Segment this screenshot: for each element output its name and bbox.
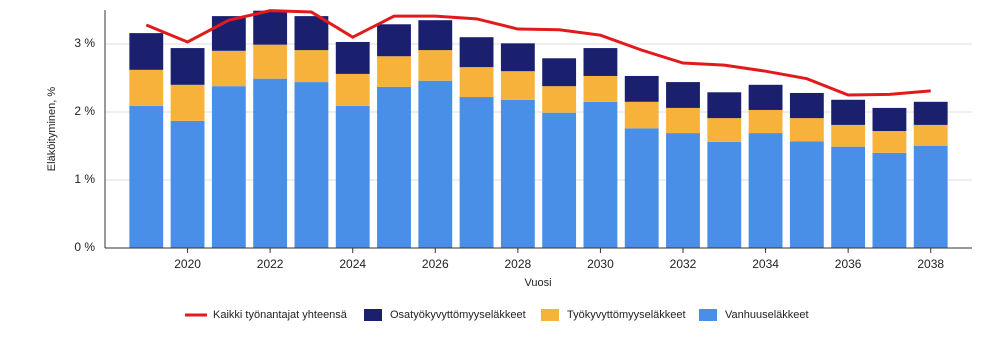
legend-label: Työkyvyttömyyseläkkeet	[567, 309, 686, 321]
bar-segment	[707, 92, 742, 119]
legend-swatch	[541, 309, 559, 321]
bar-segment	[666, 107, 700, 134]
bar-segment	[913, 124, 948, 146]
legend-swatch	[364, 309, 382, 321]
legend-label: Vanhuuseläkkeet	[725, 309, 809, 321]
x-axis-title: Vuosi	[524, 277, 551, 289]
bar-segment	[253, 10, 288, 45]
bar-segment	[583, 48, 618, 76]
x-tick-label: 2032	[670, 257, 697, 271]
bar-segment	[913, 101, 948, 125]
bar-segment	[459, 97, 494, 248]
x-tick-label: 2038	[917, 257, 944, 271]
bar-segment	[831, 124, 866, 147]
line	[145, 9, 931, 97]
bar-segment	[253, 78, 288, 249]
y-tick-label: 1 %	[74, 172, 95, 186]
bar-segment	[129, 69, 164, 106]
bar-segment	[748, 109, 783, 134]
bar-segment	[211, 50, 246, 87]
bar-segment	[707, 141, 742, 248]
bar-segment	[211, 86, 246, 248]
legend-label: Kaikki työnantajat yhteensä	[213, 309, 348, 321]
bar-segment	[377, 86, 411, 248]
bar-segment	[294, 50, 329, 83]
bar-segment	[872, 131, 907, 153]
bar-segment	[170, 48, 205, 85]
bar-segment	[624, 101, 659, 129]
y-tick-label: 3 %	[74, 36, 95, 50]
x-tick-label: 2036	[835, 257, 862, 271]
bar-segment	[500, 99, 535, 248]
bar-segment	[542, 58, 577, 87]
bar-segment	[542, 112, 577, 249]
bar-segment	[294, 16, 329, 51]
bar-segment	[624, 75, 659, 102]
bar-segment	[170, 84, 205, 121]
x-tick-label: 2026	[422, 257, 449, 271]
bar-segment	[624, 128, 659, 248]
bar-segment	[459, 37, 494, 68]
bar-segment	[335, 41, 370, 74]
bar-segment	[170, 120, 205, 248]
legend-swatch	[699, 309, 717, 321]
bar-segment	[211, 16, 246, 51]
bar-segment	[253, 44, 288, 79]
bar-segment	[831, 146, 866, 248]
bar-segment	[335, 105, 370, 248]
bar-segment	[583, 101, 618, 248]
bar-segment	[789, 141, 824, 248]
bar-segment	[789, 118, 824, 142]
bar-segment	[129, 105, 164, 248]
bar-segment	[418, 50, 453, 81]
bar-segment	[748, 133, 783, 248]
bar-segment	[542, 86, 577, 113]
bar-segment	[583, 75, 618, 102]
bar-segment	[377, 56, 411, 87]
y-tick-label: 0 %	[74, 240, 95, 254]
bar-segment	[872, 152, 907, 248]
bar-segment	[459, 67, 494, 98]
bar-segment	[913, 146, 948, 248]
bar-segment	[418, 20, 453, 51]
bar-segment	[666, 133, 700, 248]
bar-segment	[294, 82, 329, 248]
bar-segment	[707, 118, 742, 142]
bar-segment	[500, 71, 535, 100]
y-tick-label: 2 %	[74, 104, 95, 118]
legend-label: Osatyökyvyttömyyseläkkeet	[390, 309, 526, 321]
bar-segment	[789, 92, 824, 119]
bar-segment	[418, 80, 453, 248]
x-tick-label: 2022	[257, 257, 284, 271]
x-tick-label: 2034	[752, 257, 779, 271]
y-axis-title: Eläköityminen, %	[46, 87, 58, 172]
bar-segment	[500, 43, 535, 72]
bar-segment	[129, 33, 164, 70]
bar-segment	[335, 73, 370, 106]
bar-segment	[377, 24, 411, 57]
x-tick-label: 2028	[505, 257, 532, 271]
x-tick-label: 2024	[339, 257, 366, 271]
x-tick-label: 2030	[587, 257, 614, 271]
bar-segment	[748, 84, 783, 110]
bar-segment	[831, 99, 866, 125]
bar-segment	[666, 82, 700, 108]
bar-segment	[872, 107, 907, 132]
x-tick-label: 2020	[174, 257, 201, 271]
